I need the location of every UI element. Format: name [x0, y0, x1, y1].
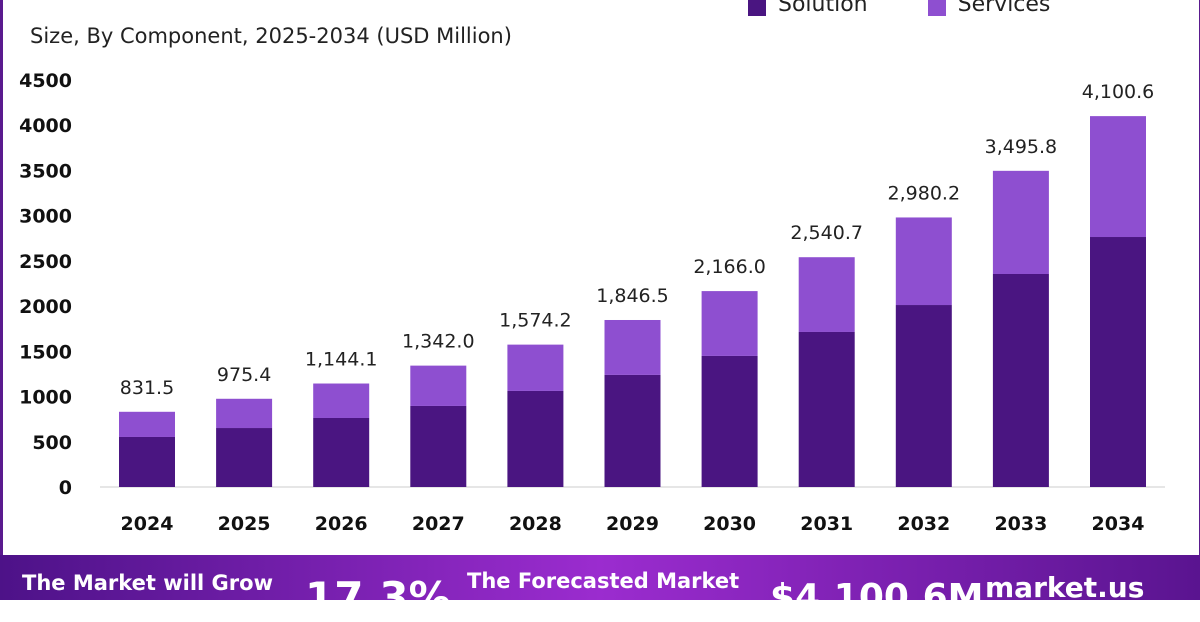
bar-solution-2028	[507, 390, 564, 487]
bar-services-2029	[604, 319, 661, 375]
bar-solution-2027	[410, 405, 467, 487]
bar-solution-2034	[1090, 237, 1146, 487]
x-tick-label: 2032	[897, 513, 950, 535]
total-label-2024: 831.5	[120, 377, 174, 399]
legend: Solution Services	[748, 0, 1050, 17]
total-label-2033: 3,495.8	[985, 136, 1058, 158]
bar-services-2024	[119, 411, 175, 437]
total-label-2027: 1,342.0	[402, 331, 475, 353]
bar-services-2031	[798, 257, 855, 332]
y-tick-label: 3000	[19, 206, 72, 228]
y-tick-label: 4500	[19, 70, 72, 92]
legend-item-services: Services	[927, 0, 1051, 17]
total-label-2032: 2,980.2	[888, 182, 961, 204]
y-tick-label: 3500	[19, 160, 72, 182]
bar-solution-2032	[895, 305, 952, 487]
chart-subtitle: Size, By Component, 2025-2034 (USD Milli…	[30, 24, 512, 48]
x-tick-label: 2034	[1092, 513, 1145, 535]
x-tick-label: 2026	[315, 513, 368, 535]
stacked-bar-chart: 0 500 1000 1500 2000 2500 3000 3500 4000 4500 831.…	[19, 70, 1165, 535]
y-tick-label: 1000	[19, 387, 72, 409]
bar-services-2033	[992, 170, 1049, 275]
y-tick-label: 1500	[19, 341, 72, 363]
x-tick-label: 2029	[606, 513, 659, 535]
legend-swatch-services	[927, 0, 946, 16]
bar-services-2030	[701, 291, 758, 356]
bar-solution-2031	[798, 331, 855, 487]
bar-services-2028	[507, 344, 564, 391]
y-tick-label: 2500	[19, 251, 72, 273]
legend-item-solution: Solution	[748, 0, 868, 17]
total-label-2029: 1,846.5	[596, 285, 669, 307]
total-label-2034: 4,100.6	[1082, 81, 1155, 103]
bar-solution-2024	[119, 436, 175, 487]
bar-solution-2033	[992, 274, 1049, 487]
y-tick-label: 2000	[19, 296, 72, 318]
x-tick-label: 2027	[412, 513, 465, 535]
bar-services-2032	[895, 217, 952, 306]
legend-swatch-solution	[748, 0, 766, 16]
x-tick-label: 2031	[800, 513, 853, 535]
x-tick-label: 2030	[703, 513, 756, 535]
grow-label: The Market will Grow	[22, 571, 273, 595]
total-label-2031: 2,540.7	[790, 222, 863, 244]
footer-banner: The Market will Grow 17.3% The Forecaste…	[0, 555, 1200, 622]
x-tick-label: 2025	[218, 513, 271, 535]
bar-services-2025	[216, 398, 273, 429]
legend-label: Services	[957, 0, 1051, 17]
cagr-value: 17.3%	[305, 573, 451, 622]
total-label-2028: 1,574.2	[499, 310, 572, 332]
total-label-2025: 975.4	[217, 364, 271, 386]
x-tick-label: 2028	[509, 513, 562, 535]
total-label-2030: 2,166.0	[693, 256, 766, 278]
x-tick-label: 2033	[994, 513, 1047, 535]
x-tick-label: 2024	[121, 513, 174, 535]
y-tick-label: 4000	[19, 115, 72, 137]
bar-services-2034	[1090, 116, 1146, 238]
y-tick-label: 0	[59, 477, 72, 499]
bar-services-2027	[410, 365, 467, 406]
legend-label: Solution	[778, 0, 868, 17]
bar-solution-2026	[313, 417, 370, 487]
bar-solution-2025	[216, 428, 273, 487]
bar-services-2026	[313, 383, 370, 418]
brand-logo: market.us	[985, 571, 1145, 604]
y-tick-label: 500	[32, 432, 72, 454]
forecast-label: The Forecasted Market	[467, 569, 740, 593]
total-label-2026: 1,144.1	[305, 349, 378, 371]
bar-solution-2030	[701, 355, 758, 487]
bar-solution-2029	[604, 374, 661, 487]
forecast-value: $4,100.6M	[770, 577, 984, 618]
